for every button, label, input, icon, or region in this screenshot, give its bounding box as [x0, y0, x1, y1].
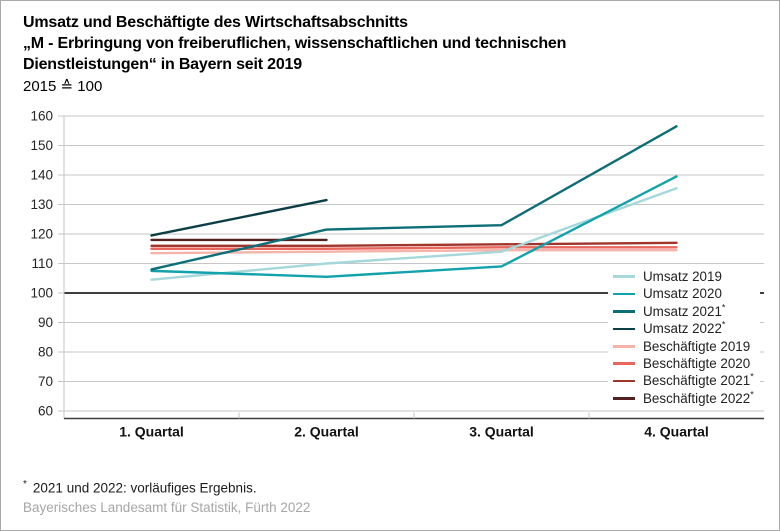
legend-label: Beschäftigte 2021*: [643, 371, 754, 389]
y-tick-label: 80: [38, 345, 53, 360]
legend-swatch: [613, 292, 635, 296]
legend-label: Umsatz 2022*: [643, 319, 726, 337]
y-tick-label: 160: [30, 109, 53, 124]
legend-label: Umsatz 2019: [643, 268, 722, 284]
series-line-umsatz-2022: [150, 198, 328, 237]
y-tick-label: 60: [38, 404, 53, 419]
legend-label: Beschäftigte 2019: [643, 338, 751, 354]
legend-label: Beschäftigte 2022*: [643, 389, 754, 406]
legend-item: Beschäftigte 2020: [613, 355, 754, 372]
chart-title-line-3: Dienstleistungen“ in Bayern seit 2019: [23, 56, 302, 73]
series-line-umsatz-2021: [150, 125, 678, 271]
source-note: Bayerisches Landesamt für Statistik, Für…: [23, 500, 311, 515]
legend-swatch: [613, 344, 635, 348]
legend-label: Beschäftigte 2020: [643, 355, 751, 371]
legend-label: Umsatz 2020: [643, 286, 722, 302]
chart-title-line-1: Umsatz und Beschäftigte des Wirtschaftsa…: [23, 14, 408, 31]
y-tick-label: 130: [30, 197, 53, 212]
chart-title-block: Umsatz und Beschäftigte des Wirtschaftsa…: [23, 12, 566, 97]
legend-swatch: [613, 310, 635, 313]
legend-item: Umsatz 2020: [613, 285, 754, 302]
index-base-note: 2015 ≙ 100: [23, 78, 103, 95]
footnote-asterisk: *: [23, 479, 27, 490]
legend-item: Beschäftigte 2022*: [613, 390, 754, 407]
series-line-beschäftigte-2021: [150, 241, 678, 248]
y-tick-label: 140: [30, 168, 53, 183]
legend-item: Umsatz 2019: [613, 268, 754, 285]
y-tick-label: 110: [31, 256, 53, 271]
series-line-umsatz-2020: [150, 175, 678, 278]
legend-swatch: [613, 275, 635, 278]
series-line-beschäftigte-2020: [150, 246, 678, 250]
legend-item: Umsatz 2022*: [613, 320, 754, 337]
legend-item: Umsatz 2021*: [613, 303, 754, 320]
legend-swatch: [613, 397, 635, 400]
series-line-umsatz-2019: [150, 187, 678, 281]
footnote-text: 2021 und 2022: vorläufiges Ergebnis.: [32, 480, 257, 496]
y-tick-label: 120: [30, 227, 53, 242]
footnote: * 2021 und 2022: vorläufiges Ergebnis.: [23, 479, 257, 496]
x-tick-label: 1. Quartal: [119, 424, 184, 440]
y-tick-label: 100: [30, 286, 53, 301]
legend-swatch: [613, 362, 635, 365]
legend-label: Umsatz 2021*: [643, 302, 726, 319]
legend-swatch: [613, 379, 635, 383]
y-tick-label: 70: [38, 374, 53, 389]
x-tick-label: 4. Quartal: [644, 424, 709, 440]
x-tick-label: 2. Quartal: [294, 424, 359, 440]
chart-title-line-2: „M - Erbringung von freiberuflichen, wis…: [23, 35, 567, 52]
legend: Umsatz 2019 Umsatz 2020 Umsatz 2021* Umsatz…: [608, 265, 760, 411]
y-tick-label: 150: [30, 138, 53, 153]
series-line-beschäftigte-2019: [150, 249, 678, 255]
x-tick-label: 3. Quartal: [469, 424, 534, 440]
legend-item: Beschäftigte 2019: [613, 338, 754, 355]
y-tick-label: 90: [38, 315, 53, 330]
legend-swatch: [613, 327, 635, 331]
legend-item: Beschäftigte 2021*: [613, 372, 754, 389]
